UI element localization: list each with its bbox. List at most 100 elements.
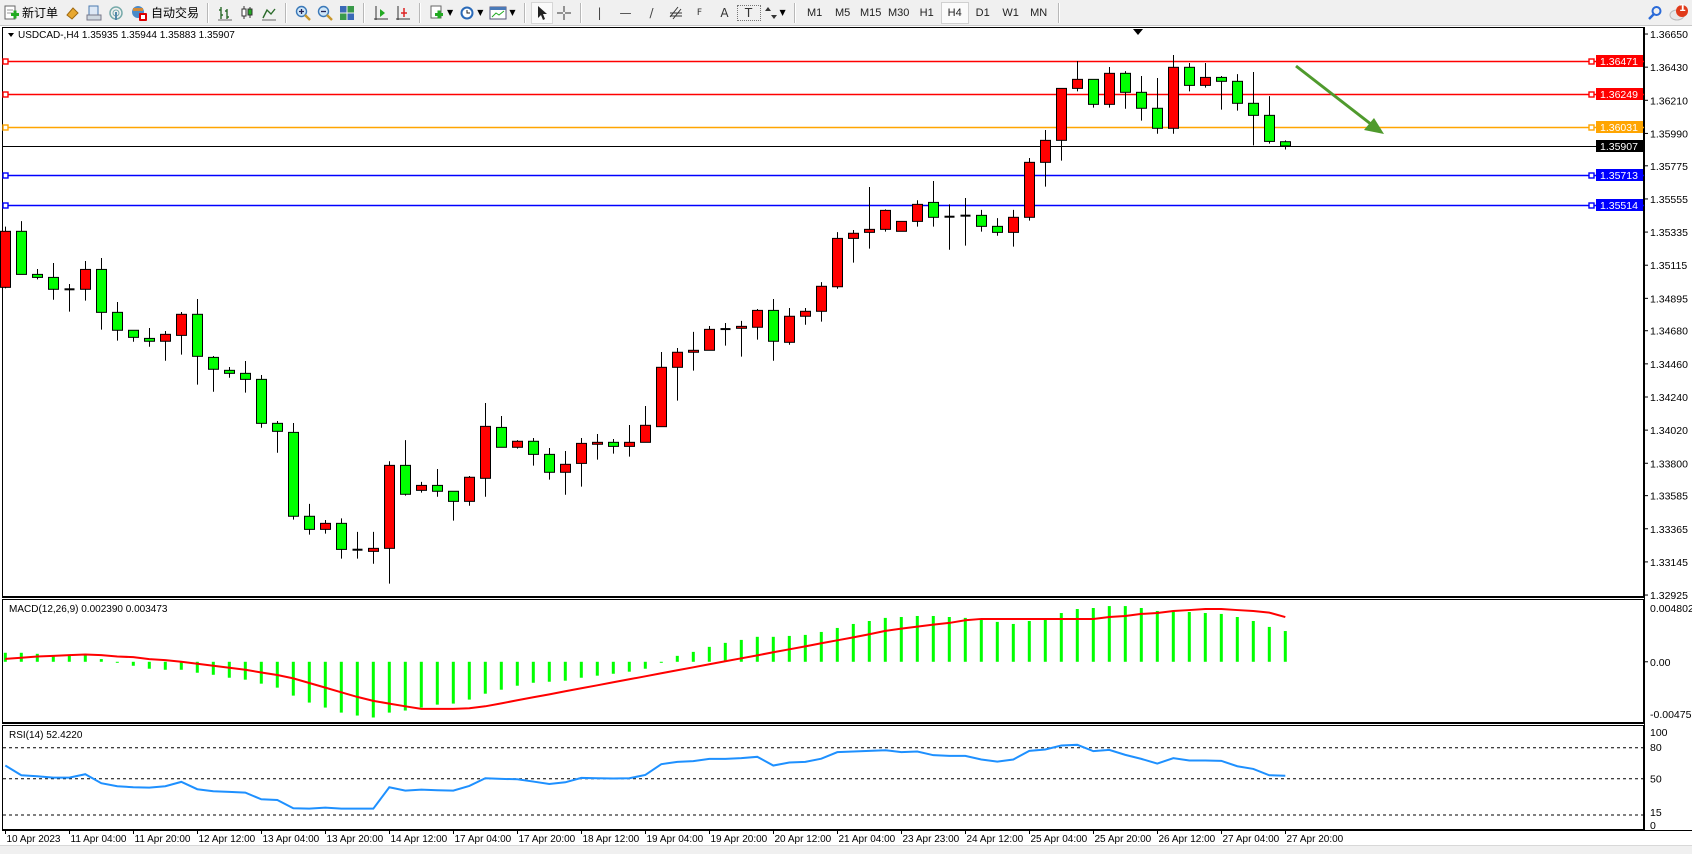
toolbar: 新订单 自动交易 ▼ ▼ ▼ | — / F A T ▼ M1 M5 M15 M…	[0, 0, 1692, 26]
macd-indicator	[3, 606, 1287, 718]
macd-histogram-bar	[115, 661, 119, 663]
candle-body	[576, 442, 587, 464]
tile-windows-button[interactable]	[336, 2, 358, 24]
time-axis-label: 19 Apr 20:00	[711, 834, 768, 845]
candle	[752, 309, 763, 340]
candlestick-icon	[241, 5, 253, 19]
candle	[480, 403, 491, 497]
timeframe-h4[interactable]: H4	[940, 1, 969, 24]
signals-button[interactable]	[105, 2, 127, 24]
candle-body	[768, 309, 779, 342]
rsi-indicator	[4, 743, 1286, 810]
text-button[interactable]: A	[720, 5, 729, 20]
macd-histogram-bar	[131, 661, 135, 666]
candle	[192, 298, 203, 385]
candle-body	[112, 311, 123, 331]
candle	[944, 204, 955, 250]
timeframe-m5[interactable]: M5	[835, 6, 851, 19]
macd-histogram-bar	[707, 646, 711, 662]
auto-trading-button[interactable]: 自动交易	[127, 2, 202, 24]
fibonacci-button[interactable]: F	[696, 7, 703, 18]
macd-histogram-bar	[339, 661, 343, 713]
timeframe-h1[interactable]: H1	[919, 6, 934, 19]
search-button[interactable]	[1644, 2, 1666, 24]
indicators-icon	[430, 5, 444, 18]
time-axis-label: 11 Apr 04:00	[71, 834, 127, 845]
macd-histogram-bar	[1219, 613, 1223, 662]
price-axis-label: 1.33145	[1650, 557, 1688, 569]
timeframe-w1[interactable]: W1	[1002, 6, 1019, 19]
candle-body	[1056, 87, 1067, 141]
timeframe-mn[interactable]: MN	[1030, 6, 1048, 19]
time-axis-label: 19 Apr 04:00	[647, 834, 704, 845]
macd-histogram-bar	[755, 636, 759, 662]
candle	[688, 331, 699, 371]
metaeditor-button[interactable]	[61, 2, 83, 24]
candle-body	[880, 209, 891, 230]
candle	[0, 226, 11, 289]
trendline-button[interactable]: /	[649, 5, 654, 20]
zoom-out-button[interactable]	[314, 2, 336, 24]
text-label-button[interactable]: T	[736, 4, 761, 21]
indicators-dropdown[interactable]: ▼	[426, 2, 456, 24]
chevron-down-icon: ▼	[477, 8, 484, 17]
candle-body	[1232, 80, 1243, 104]
candle-body	[1024, 161, 1035, 218]
price-axis-label: 1.33800	[1650, 458, 1688, 470]
candle	[816, 282, 827, 322]
time-axis-label: 25 Apr 04:00	[1031, 834, 1088, 845]
candle	[1072, 60, 1083, 92]
candle	[1008, 209, 1019, 247]
horizontal-line-button[interactable]: —	[619, 5, 632, 20]
templates-dropdown[interactable]: ▼	[486, 2, 518, 24]
macd-header: MACD(12,26,9) 0.002390 0.003473	[9, 604, 168, 615]
new-order-button[interactable]: 新订单	[0, 2, 61, 24]
candle-body	[896, 220, 907, 232]
crosshair-button[interactable]	[553, 2, 575, 24]
chart-shift-marker-icon[interactable]	[1133, 29, 1143, 35]
candle-body	[1216, 76, 1227, 82]
market-watch-button[interactable]	[83, 2, 105, 24]
candle	[864, 187, 875, 249]
timeframe-d1[interactable]: D1	[975, 6, 990, 19]
candle-body	[1088, 78, 1099, 105]
auto-scroll-button[interactable]	[392, 2, 414, 24]
line-chart-button[interactable]	[258, 2, 280, 24]
cursor-button[interactable]	[530, 1, 553, 24]
toolbar-separator	[419, 2, 422, 23]
macd-histogram-bar	[563, 661, 567, 681]
bar-chart-button[interactable]	[214, 2, 236, 24]
main-panel-frame	[2, 27, 1644, 597]
candle	[496, 415, 507, 448]
macd-histogram-bar	[499, 661, 503, 690]
timeframe-m15[interactable]: M15	[859, 6, 882, 19]
chevron-down-icon: ▼	[509, 8, 516, 17]
candle-body	[192, 313, 203, 357]
line-handle-left	[2, 172, 9, 179]
chart-shift-button[interactable]	[370, 2, 392, 24]
candle	[16, 221, 27, 275]
candle	[144, 328, 155, 347]
vertical-line-button[interactable]: |	[597, 5, 602, 20]
candle-body	[1040, 139, 1051, 163]
timeframe-m30[interactable]: M30	[887, 6, 910, 19]
price-axis-label: 1.34020	[1650, 425, 1688, 437]
macd-histogram-bar	[451, 661, 455, 704]
price-tag-label: 1.35713	[1600, 170, 1638, 182]
zoom-in-button[interactable]	[292, 2, 314, 24]
timeframe-m1[interactable]: M1	[807, 6, 823, 19]
candlestick-button[interactable]	[236, 2, 258, 24]
trend-arrow[interactable]	[1295, 64, 1384, 134]
toolbar-separator	[363, 2, 366, 23]
periods-dropdown[interactable]: ▼	[456, 2, 486, 24]
line-handle-right	[1588, 58, 1595, 65]
search-icon	[1648, 5, 1662, 20]
arrows-dropdown[interactable]: ▼	[761, 2, 789, 24]
macd-histogram-bar	[1251, 620, 1255, 662]
symbol-collapse-icon[interactable]	[8, 33, 14, 37]
price-tag-label: 1.36471	[1600, 56, 1638, 68]
notifications-button[interactable]: 1	[1666, 2, 1692, 24]
candle-body	[592, 441, 603, 445]
equidistant-channel-button[interactable]	[665, 2, 687, 24]
